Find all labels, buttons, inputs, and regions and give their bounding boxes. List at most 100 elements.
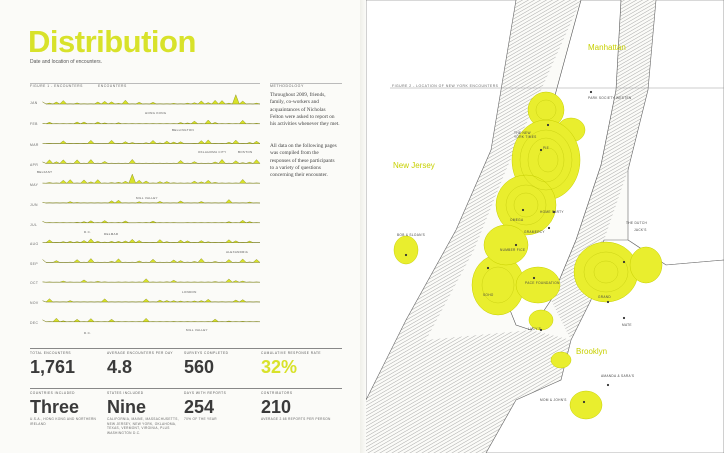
stat-label: COUNTRIES INCLUDED — [30, 391, 75, 395]
region-manhattan: Manhattan — [588, 43, 626, 52]
stat-label: SURVEYS COMPLETED — [184, 351, 229, 355]
density-blob — [569, 390, 603, 420]
month-label: AUG — [30, 242, 39, 246]
place-label: D.C. — [84, 331, 92, 335]
map-place-label: MATE — [622, 323, 632, 327]
map-place-label: LUCY'S — [528, 327, 542, 331]
place-label: BELFAST — [37, 170, 53, 174]
map-place-label: JACK'S — [634, 228, 647, 232]
month-ridgeline — [42, 199, 261, 204]
map-place-label: OMEGA — [510, 218, 524, 222]
map-label: FIGURE 2 - LOCATION OF NEW YORK ENCOUNTE… — [392, 84, 499, 88]
density-blob — [573, 241, 639, 303]
stat-label: CUMULATIVE RESPONSE RATE — [261, 351, 322, 355]
map-place-label: GRAMERCY — [524, 230, 545, 234]
stat-value: 4.8 — [107, 357, 133, 377]
month-label: MAR — [30, 143, 39, 147]
density-blob — [483, 224, 529, 266]
region-new-jersey: New Jersey — [393, 161, 435, 170]
figure1-label: FIGURE 1 - ENCOUNTERS — [30, 84, 83, 88]
density-contours — [481, 99, 629, 304]
month-label: OCT — [30, 281, 39, 285]
place-label: HONG KONG — [145, 111, 167, 115]
stats-rule — [30, 348, 342, 349]
density-blob — [495, 174, 557, 236]
stat-value: 210 — [261, 397, 292, 417]
stat-note: U.S.A., HONG KONG AND NORTHERN IRELAND — [30, 417, 97, 426]
map-place-label: THE NEW YORK TIMES — [514, 131, 537, 139]
density-blob — [393, 235, 419, 265]
place-label: MILL VALLEY — [136, 196, 158, 200]
methodology-rule — [270, 83, 342, 84]
month-label: APR — [30, 163, 39, 167]
stat-value: Nine — [107, 397, 147, 417]
encounter-density — [393, 91, 663, 420]
stat-value: 560 — [184, 357, 215, 377]
page-subtitle: Date and location of encounters. — [30, 59, 102, 65]
methodology-paragraph: All data on the following pages was comp… — [270, 143, 337, 179]
stat-note: CALIFORNIA, MAINE, MASSACHUSETTS, NEW JE… — [107, 417, 179, 435]
place-label: D.C. — [84, 230, 92, 234]
map-place-label: NUMBER FICE — [500, 248, 526, 252]
month-ridgeline — [42, 119, 261, 125]
month-label: DEC — [30, 321, 39, 325]
map-place-label: AMANDA & SARA'S — [601, 374, 635, 378]
map-place-label: THE DUTCH — [626, 221, 648, 225]
month-label: FEB — [30, 122, 38, 126]
stat-label: CONTRIBUTORS — [261, 391, 293, 395]
location-markers — [404, 90, 626, 404]
map-place-label: PARK SOCIETY WESTEN — [588, 96, 632, 100]
map-place-label: PIE — [543, 146, 550, 150]
stat-note: 70% OF THE YEAR — [184, 417, 217, 421]
region-brooklyn: Brooklyn — [576, 347, 608, 356]
place-label: BOSTON — [238, 150, 253, 154]
map-place-label: HOME PARTY — [540, 210, 564, 214]
hudson-river — [366, 0, 581, 453]
methodology-paragraph: Throughout 2009, friends, family, co-wor… — [270, 92, 340, 128]
place-label: LONDON — [182, 290, 197, 294]
stat-label: STATES INCLUDED — [107, 391, 144, 395]
stat-value: 1,761 — [30, 357, 76, 377]
place-label: ALEXANDRIA — [226, 250, 249, 254]
month-ridgeline — [42, 298, 261, 303]
month-ridgeline — [42, 220, 261, 223]
month-label: JUL — [30, 223, 38, 227]
month-ridgeline — [42, 159, 261, 164]
density-blob — [550, 351, 572, 369]
stats-rule — [30, 388, 342, 389]
east-river — [551, 0, 656, 340]
month-ridgeline — [42, 317, 261, 322]
place-label: OKLAHOMA CITY — [198, 150, 227, 154]
stat-note: AVERAGE 2.68 REPORTS PER PERSON — [261, 417, 331, 421]
month-label: MAY — [30, 183, 39, 187]
place-label: DELMAR — [104, 232, 119, 236]
place-label: MILL VALLEY — [186, 328, 208, 332]
map-place-label: PACE FOUNDATION — [525, 281, 560, 285]
figure1-legend: ENCOUNTERS — [98, 84, 127, 88]
encounter-timeline — [42, 94, 261, 323]
stat-value-highlight: 32% — [261, 357, 298, 377]
month-label: SEP — [30, 262, 38, 266]
stat-label: AVERAGE ENCOUNTERS PER DAY — [107, 351, 174, 355]
month-label: NOV — [30, 301, 39, 305]
map-place-label: MOM & JOHN'S — [540, 398, 567, 402]
month-ridgeline — [42, 139, 261, 144]
density-blob — [515, 266, 561, 304]
map-place-label: BOB & SLOAN'S — [397, 233, 426, 237]
month-label: JAN — [30, 101, 38, 105]
harbor-water — [384, 330, 571, 453]
new-jersey-land — [366, 0, 517, 401]
place-label: BELLINGTON — [172, 128, 194, 132]
stat-value: 254 — [184, 397, 215, 417]
month-ridgeline — [42, 258, 261, 263]
page-title: Distribution — [28, 24, 196, 59]
month-ridgeline — [42, 238, 260, 243]
month-ridgeline — [42, 94, 261, 105]
stat-label: TOTAL ENCOUNTERS — [30, 351, 72, 355]
nyc-map — [366, 0, 724, 453]
month-ridgeline — [42, 173, 261, 184]
month-label: JUN — [30, 203, 38, 207]
month-ridgeline — [42, 278, 261, 283]
methodology-label: METHODOLOGY — [270, 84, 304, 88]
